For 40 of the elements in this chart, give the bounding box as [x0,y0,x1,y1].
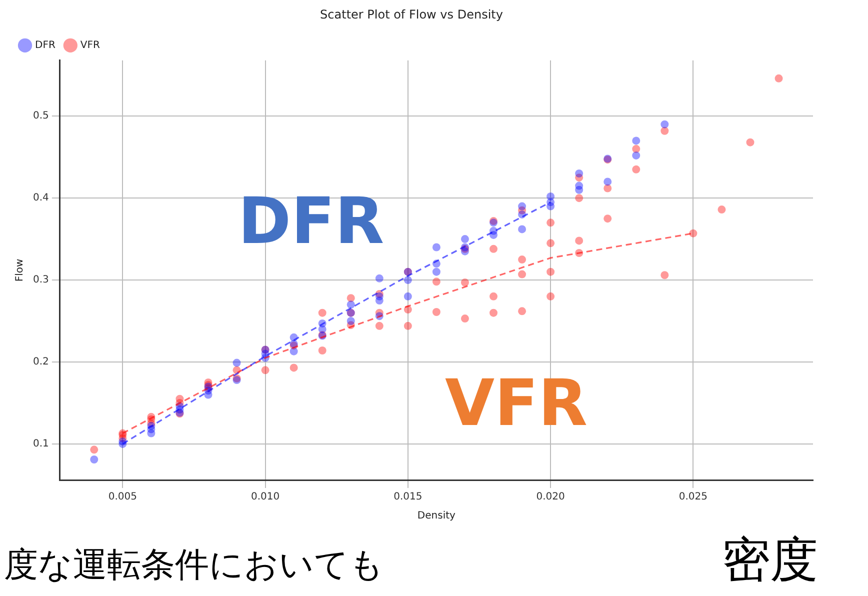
legend-label: DFR [35,40,56,51]
point [518,225,526,234]
y-tick-label: 0.3 [32,274,49,286]
y-tick-label: 0.2 [32,356,49,368]
chart-title: Scatter Plot of Flow vs Density [320,7,503,22]
point [375,292,384,300]
point [518,202,526,210]
y-tick-label: 0.1 [32,438,49,450]
point [346,317,355,326]
annotation: DFR [238,185,384,259]
x-tick-label: 0.005 [108,492,137,503]
text: 密度 [722,532,818,588]
point [432,268,440,276]
y-axis-title: Flow [14,258,26,282]
point [575,182,584,190]
text: 度な運転条件においても [4,545,384,585]
point [575,169,584,178]
legend-label: VFR [80,40,100,51]
point [90,456,98,464]
y-tick-label: 0.5 [32,110,49,122]
x-tick-label: 0.025 [678,492,708,503]
point [404,276,412,284]
x-tick-label: 0.015 [394,492,422,503]
point [460,235,469,244]
annotation: VFR [445,367,588,441]
point [432,243,440,252]
point [404,292,412,300]
x-tick-label: 0.010 [250,492,280,503]
point [632,151,640,160]
y-tick-label: 0.4 [32,192,49,204]
point [546,192,555,200]
point [375,274,384,282]
point [604,178,612,186]
point [290,347,298,356]
x-tick-label: 0.020 [536,492,565,503]
point [660,120,669,128]
point [632,136,640,145]
point [232,358,241,367]
x-axis-title: Density [417,510,456,522]
point [346,300,355,309]
